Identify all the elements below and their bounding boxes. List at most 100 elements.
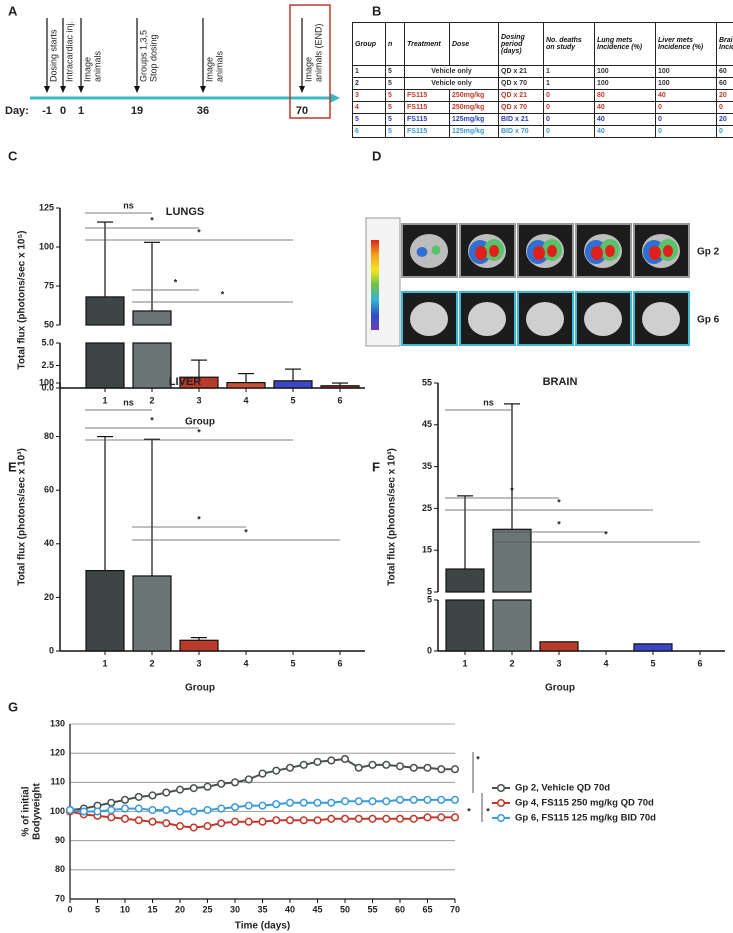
y-tick-label: 50 [44, 319, 54, 329]
day-label: Day: [5, 105, 29, 117]
x-tick-label: 1 [102, 658, 107, 668]
table-cell: 80 [594, 89, 656, 102]
panel-label: E [8, 459, 17, 474]
data-point [189, 823, 198, 832]
data-point [217, 804, 226, 813]
y-tick-label: 125 [39, 202, 54, 212]
y-axis-label: % of initial [21, 786, 32, 836]
event-label: animals (END) [313, 23, 323, 82]
table-cell: 0 [655, 101, 717, 114]
x-tick-label: 25 [202, 904, 212, 914]
data-point [148, 805, 157, 815]
data-point [175, 785, 185, 794]
bar [132, 310, 172, 326]
data-point [148, 817, 157, 826]
data-point [437, 813, 446, 822]
event-arrowhead [78, 86, 84, 93]
y-tick-label: 0 [49, 645, 54, 655]
bar [132, 342, 172, 389]
data-point [368, 760, 377, 769]
event-label: Image [82, 57, 92, 82]
y-tick-label: 70 [55, 893, 65, 903]
data-point [368, 797, 377, 806]
data-point [162, 819, 171, 828]
x-tick-label: 70 [450, 904, 460, 914]
data-point [120, 804, 130, 813]
bar [226, 382, 266, 389]
data-point [327, 798, 336, 807]
table-cell: 0 [655, 125, 717, 138]
lung-tissue [468, 302, 506, 336]
panel-label: G [8, 699, 18, 714]
data-point [409, 814, 418, 823]
data-point [203, 805, 212, 815]
y-tick-label: 55 [422, 377, 432, 387]
y-axis-label: Bodyweight [32, 783, 43, 840]
x-tick-label: 5 [290, 395, 295, 405]
event-day: 1 [78, 105, 84, 117]
table-cell: 0 [716, 125, 733, 138]
bar [85, 342, 125, 389]
signal [591, 246, 603, 260]
data-point [409, 763, 418, 772]
event-label: animals [214, 50, 224, 82]
x-tick-label: 45 [312, 904, 322, 914]
data-point [450, 813, 460, 822]
table-cell: 125mg/kg [449, 125, 499, 138]
x-tick-label: 0 [67, 904, 72, 914]
table-header-cell: n [385, 22, 405, 66]
x-tick-label: 65 [422, 904, 432, 914]
significance-label: * [150, 215, 154, 225]
signal [489, 245, 499, 257]
data-point [217, 779, 226, 788]
data-point [299, 760, 308, 769]
table-row: 2 5 Vehicle only QD x 70 1 100 100 60 [352, 77, 733, 90]
table-cell: 20 [716, 89, 733, 102]
y-tick-label: 60 [44, 485, 54, 495]
lung-tissue [410, 302, 448, 336]
y-tick-label: 130 [50, 718, 65, 728]
table-cell: 1 [352, 65, 386, 78]
x-tick-label: 35 [257, 904, 267, 914]
data-point [395, 795, 405, 804]
x-tick-label: 4 [243, 395, 248, 405]
significance-label: ns [483, 397, 494, 407]
significance-label: * [221, 289, 225, 299]
highlight-box [289, 4, 331, 119]
data-point [244, 801, 253, 810]
bar [85, 296, 125, 326]
table-row: 6 5 FS115 125mg/kg BID x 70 0 40 0 0 [352, 125, 733, 138]
data-point [189, 807, 198, 816]
table-cell: QD x 70 [498, 101, 544, 114]
data-point [395, 762, 405, 771]
data-point [450, 795, 460, 804]
table-cell: BID x 21 [498, 113, 544, 126]
event-arrowhead [299, 86, 305, 93]
event-day: 0 [60, 105, 66, 117]
table-row: 3 5 FS115 250mg/kg QD x 21 0 80 40 20 [352, 89, 733, 102]
x-tick-label: 5 [290, 658, 295, 668]
y-tick-label: 20 [44, 592, 54, 602]
table-cell: 0 [543, 89, 595, 102]
data-point [437, 795, 446, 804]
data-point [354, 763, 363, 772]
y-tick-label: 5 [427, 586, 432, 596]
table-row: 5 5 FS115 125mg/kg BID x 21 0 40 0 20 [352, 113, 733, 126]
signal [605, 245, 615, 257]
table-header-cell: Liver mets Incidence (%) [655, 22, 717, 66]
y-tick-label: 100 [39, 241, 54, 251]
data-point [285, 763, 295, 772]
data-point [134, 804, 143, 813]
table-cell: 60 [716, 65, 733, 78]
table-cell: 0 [716, 101, 733, 114]
data-point [340, 754, 350, 764]
table-cell: 5 [385, 101, 405, 114]
lung-tissue [526, 302, 564, 336]
panel-label: F [372, 459, 380, 474]
table-cell: 100 [655, 65, 717, 78]
panel-label: C [8, 148, 18, 163]
data-point [327, 814, 336, 823]
table-row: 4 5 FS115 250mg/kg QD x 70 0 40 0 0 [352, 101, 733, 114]
data-point [313, 757, 322, 766]
significance-label: * [557, 519, 561, 529]
